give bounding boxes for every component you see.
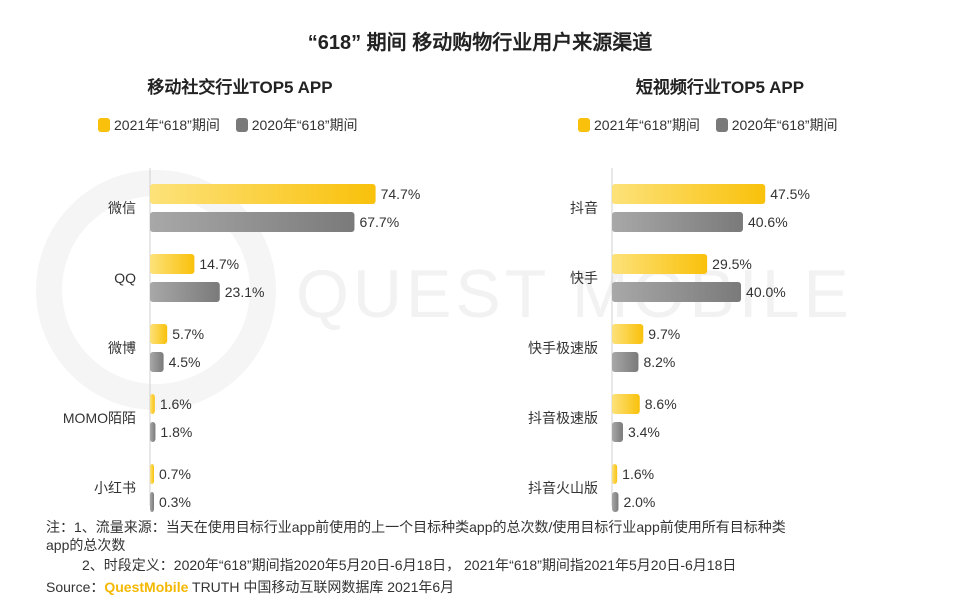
chart-1-bar-2021 — [612, 394, 640, 414]
source-brand: QuestMobile — [104, 579, 189, 595]
chart-0-bar-2020 — [150, 212, 355, 232]
chart-0-data-label: 74.7% — [381, 186, 421, 202]
chart-0-data-label: 1.8% — [160, 424, 192, 440]
legend-swatch-2021 — [578, 118, 590, 132]
chart-1-category-label: 抖音火山版 — [528, 480, 598, 496]
chart-0-category-label: 微信 — [108, 200, 136, 216]
chart-1-bar-2021 — [612, 464, 618, 484]
legend-label-2020: 2020年“618”期间 — [251, 117, 358, 133]
legend-swatch-2020 — [715, 118, 728, 132]
right-chart-title: 短视频行业TOP5 APP — [635, 78, 805, 97]
note-line-3: 2、时段定义：2020年“618”期间指2020年5月20日-6月18日， 20… — [82, 557, 737, 573]
chart-1-category-label: 快手极速版 — [528, 340, 598, 356]
chart-0-bar-2021 — [150, 254, 195, 274]
chart-1-data-label: 47.5% — [770, 186, 810, 202]
left-legend: 2021年“618”期间 2020年“618”期间 — [98, 115, 370, 135]
chart-0-bar-2021 — [150, 394, 155, 414]
chart-0-data-label: 14.7% — [199, 256, 239, 272]
legend-item-2020: 2020年“618”期间 — [715, 115, 838, 135]
chart-1-category-label: 抖音 — [570, 200, 598, 216]
chart-1-bar-2020 — [612, 212, 743, 232]
chart-1-bar-2021 — [612, 184, 766, 204]
chart-1-category-label: 快手 — [570, 270, 598, 286]
legend-label-2021: 2021年“618”期间 — [114, 117, 220, 133]
chart-1-data-label: 29.5% — [712, 256, 752, 272]
note-line-2: app的总次数 — [46, 537, 126, 553]
chart-1-bar-2020 — [612, 422, 623, 442]
chart-0-category-label: 微博 — [108, 340, 136, 356]
legend-item-2021: 2021年“618”期间 — [578, 115, 700, 135]
chart-0-bar-2020 — [150, 422, 156, 442]
right-legend: 2021年“618”期间 2020年“618”期间 — [578, 115, 850, 135]
legend-label-2021: 2021年“618”期间 — [594, 117, 700, 133]
chart-1-bar-2020 — [612, 282, 742, 302]
chart-1-bar-2021 — [612, 254, 708, 274]
chart-0-data-label: 1.6% — [160, 396, 192, 412]
chart-0-data-label: 23.1% — [225, 284, 265, 300]
legend-item-2020: 2020年“618”期间 — [235, 115, 358, 135]
chart-1-bar-2020 — [612, 492, 619, 512]
chart-0-data-label: 0.7% — [159, 466, 191, 482]
legend-swatch-2020 — [235, 118, 248, 132]
chart-1-bar-2020 — [612, 352, 639, 372]
chart-0-category-label: MOMO陌陌 — [63, 410, 136, 426]
source-prefix: Source： — [46, 579, 105, 595]
source-rest: TRUTH 中国移动互联网数据库 2021年6月 — [188, 579, 455, 595]
chart-1-category-label: 抖音极速版 — [528, 410, 598, 426]
legend-item-2021: 2021年“618”期间 — [98, 115, 220, 135]
chart-0-data-label: 0.3% — [159, 494, 191, 510]
chart-0-bar-2020 — [150, 492, 154, 512]
page-title: “618” 期间 移动购物行业用户来源渠道 — [307, 32, 653, 54]
chart-1-data-label: 3.4% — [628, 424, 660, 440]
note-line-1: 注：1、流量来源：当天在使用目标行业app前使用的上一个目标种类app的总次数/… — [46, 519, 786, 535]
chart-0-bar-2020 — [150, 282, 220, 302]
chart-1-data-label: 9.7% — [648, 326, 680, 342]
source-line: Source：QuestMobile TRUTH 中国移动互联网数据库 2021… — [46, 578, 454, 596]
chart-0-bar-2021 — [150, 464, 154, 484]
chart-1-data-label: 40.0% — [746, 284, 786, 300]
chart-0-data-label: 4.5% — [169, 354, 201, 370]
left-chart-title: 移动社交行业TOP5 APP — [147, 78, 333, 97]
chart-1-data-label: 40.6% — [748, 214, 788, 230]
chart-0-category-label: QQ — [114, 270, 136, 286]
legend-label-2020: 2020年“618”期间 — [731, 117, 838, 133]
chart-0-data-label: 67.7% — [359, 214, 399, 230]
chart-1-data-label: 8.2% — [643, 354, 675, 370]
chart-1-data-label: 8.6% — [645, 396, 677, 412]
chart-0-bar-2020 — [150, 352, 164, 372]
chart-1-data-label: 2.0% — [623, 494, 655, 510]
legend-swatch-2021 — [98, 118, 110, 132]
chart-0-category-label: 小红书 — [94, 480, 136, 496]
chart-1-bar-2021 — [612, 324, 644, 344]
chart-1-data-label: 1.6% — [622, 466, 654, 482]
chart-0-data-label: 5.7% — [172, 326, 204, 342]
chart-0-bar-2021 — [150, 324, 168, 344]
watermark-text: QUEST MOBILE — [296, 256, 853, 332]
chart-0-bar-2021 — [150, 184, 376, 204]
